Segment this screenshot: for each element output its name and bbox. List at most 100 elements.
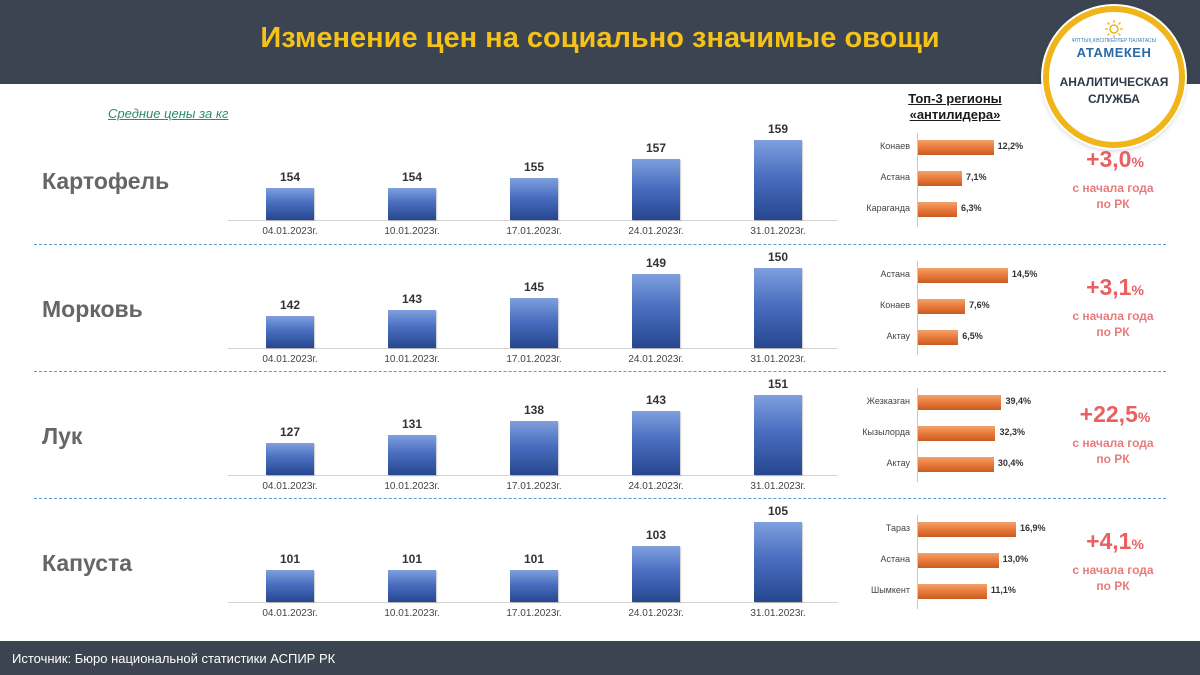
logo-service-name: АНАЛИТИЧЕСКАЯ СЛУЖБА — [1049, 74, 1179, 108]
date-tick-label: 10.01.2023г. — [384, 354, 440, 365]
chart-baseline — [228, 220, 838, 221]
chart-baseline — [228, 602, 838, 603]
section-divider — [34, 244, 1166, 245]
section-divider — [34, 371, 1166, 372]
price-value-label: 159 — [767, 122, 789, 136]
region-bar — [918, 330, 959, 345]
region-bar — [918, 584, 987, 599]
logo-service-line1: АНАЛИТИЧЕСКАЯ — [1059, 75, 1169, 89]
chart-subtitle: Средние цены за кг — [108, 106, 229, 121]
page-title: Изменение цен на социально значимые овощ… — [260, 22, 940, 54]
region-value-label: 30,4% — [997, 458, 1024, 468]
vegetable-name: Картофель — [42, 168, 170, 194]
price-bar — [388, 570, 436, 602]
section-divider — [34, 498, 1166, 499]
chart-baseline — [228, 348, 838, 349]
region-bar — [918, 426, 996, 441]
price-bar — [754, 522, 802, 602]
date-tick-label: 31.01.2023г. — [750, 226, 806, 237]
region-value-label: 13,0% — [1002, 554, 1029, 564]
price-bar — [632, 411, 680, 475]
date-tick-label: 31.01.2023г. — [750, 481, 806, 492]
region-value-label: 6,3% — [961, 203, 982, 213]
region-value-label: 32,3% — [999, 427, 1025, 437]
date-tick-label: 04.01.2023г. — [262, 226, 318, 237]
date-tick-label: 24.01.2023г. — [628, 354, 684, 365]
price-bar — [754, 395, 802, 475]
date-tick-label: 10.01.2023г. — [384, 481, 440, 492]
price-bar — [632, 546, 680, 602]
price-bar — [266, 570, 314, 602]
region-label: Астана — [880, 554, 910, 564]
top3-title-line1: Топ-3 регионы — [908, 91, 1002, 106]
region-axis-line — [917, 515, 918, 609]
date-tick-label: 31.01.2023г. — [750, 354, 806, 365]
price-bar — [754, 268, 802, 348]
change-note-line2: по РК — [1096, 452, 1130, 466]
region-label: Конаев — [879, 300, 910, 310]
date-tick-label: 04.01.2023г. — [262, 481, 318, 492]
region-value-label: 6,5% — [962, 331, 983, 341]
region-value-label: 7,1% — [966, 172, 987, 182]
price-value-label: 154 — [401, 170, 423, 184]
ytd-change-value: +3,0% — [1060, 146, 1170, 173]
ytd-change-value: +4,1% — [1060, 528, 1170, 555]
date-tick-label: 17.01.2023г. — [506, 608, 562, 619]
ytd-change-note: с начала года по РК — [1058, 562, 1168, 594]
price-value-label: 127 — [279, 425, 301, 439]
ytd-change-value: +3,1% — [1060, 274, 1170, 301]
ytd-change-value: +22,5% — [1060, 401, 1170, 428]
region-axis-line — [917, 261, 918, 355]
region-bar — [918, 140, 994, 155]
region-value-label: 39,4% — [1005, 396, 1032, 406]
region-label: Актау — [886, 458, 910, 468]
price-value-label: 143 — [401, 292, 423, 306]
date-tick-label: 24.01.2023г. — [628, 481, 684, 492]
atameken-logo: ҰЛТТЫҚ КӘСІПКЕРЛЕР ПАЛАТАСЫ АТАМЕКЕН АНА… — [1043, 6, 1185, 148]
date-tick-label: 10.01.2023г. — [384, 226, 440, 237]
region-value-label: 12,2% — [997, 141, 1024, 151]
price-value-label: 150 — [767, 250, 789, 264]
price-bar — [388, 188, 436, 220]
region-bar — [918, 522, 1016, 537]
change-note-line2: по РК — [1096, 579, 1130, 593]
price-bar — [266, 443, 314, 475]
change-note-line1: с начала года — [1072, 436, 1154, 450]
region-label: Астана — [880, 172, 910, 182]
region-label: Тараз — [885, 523, 910, 533]
vegetable-name: Капуста — [42, 550, 133, 576]
region-label: Астана — [880, 269, 910, 279]
region-bar — [918, 202, 958, 217]
price-value-label: 101 — [401, 552, 423, 566]
region-bar — [918, 457, 994, 472]
logo-service-line2: СЛУЖБА — [1088, 92, 1140, 106]
price-bar — [632, 159, 680, 220]
change-note-line1: с начала года — [1072, 181, 1154, 195]
price-bar — [266, 188, 314, 220]
price-value-label: 142 — [279, 298, 301, 312]
footer-bar: Источник: Бюро национальной статистики А… — [0, 641, 1200, 675]
date-tick-label: 17.01.2023г. — [506, 226, 562, 237]
top3-title-line2: «антилидера» — [909, 107, 1001, 122]
price-value-label: 151 — [767, 377, 789, 391]
region-bar — [918, 395, 1002, 410]
date-tick-label: 10.01.2023г. — [384, 608, 440, 619]
region-label: Жезказган — [866, 396, 910, 406]
price-bar — [632, 274, 680, 348]
change-number: +3,1 — [1086, 274, 1132, 300]
logo-org-name: АТАМЕКЕН — [1076, 45, 1152, 60]
change-number: +4,1 — [1086, 528, 1132, 554]
date-tick-label: 17.01.2023г. — [506, 354, 562, 365]
change-unit: % — [1131, 536, 1144, 552]
change-note-line1: с начала года — [1072, 309, 1154, 323]
price-value-label: 143 — [645, 393, 667, 407]
ytd-change-note: с начала года по РК — [1058, 435, 1168, 467]
change-number: +22,5 — [1079, 401, 1138, 427]
region-bar — [918, 553, 999, 568]
price-bar — [510, 570, 558, 602]
region-label: Караганда — [866, 203, 910, 213]
date-tick-label: 31.01.2023г. — [750, 608, 806, 619]
date-tick-label: 04.01.2023г. — [262, 354, 318, 365]
price-value-label: 145 — [523, 280, 545, 294]
region-bar — [918, 299, 966, 314]
